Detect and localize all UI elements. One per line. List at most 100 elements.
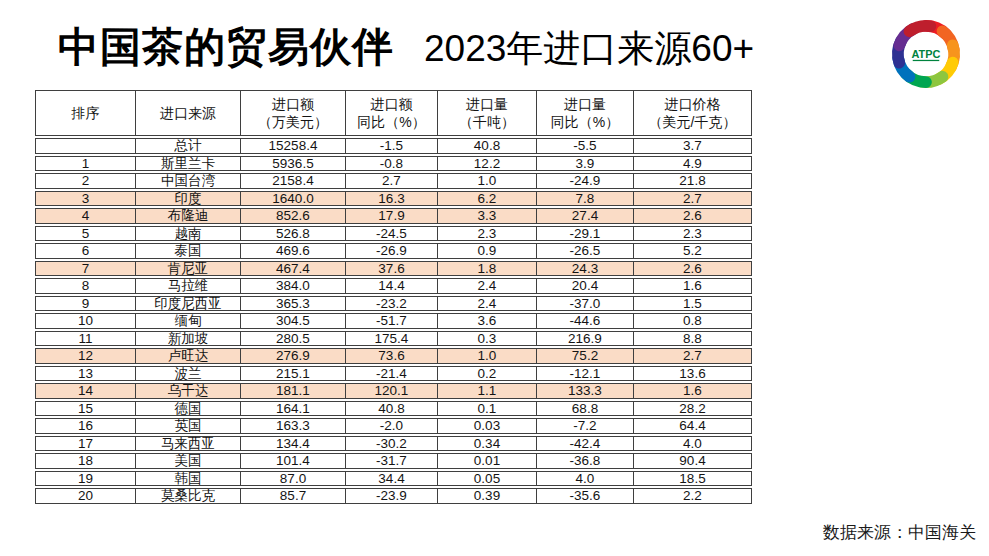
cell-value: 87.0 [240, 471, 345, 487]
table-row: 15德国164.140.80.168.828.2 [35, 401, 752, 417]
cell-price: 3.7 [633, 138, 752, 154]
cell-volume-yoy: -36.8 [536, 453, 633, 469]
cell-source: 马来西亚 [135, 436, 240, 452]
table-row: 8马拉维384.014.42.420.41.6 [35, 278, 752, 294]
cell-value-yoy: 2.7 [345, 173, 437, 189]
table-row: 18美国101.4-31.70.01-36.890.4 [35, 453, 752, 469]
cell-volume: 1.0 [437, 348, 536, 364]
cell-rank: 12 [35, 348, 135, 364]
cell-price: 90.4 [633, 453, 752, 469]
cell-value-yoy: -31.7 [345, 453, 437, 469]
table-row: 13波兰215.1-21.40.2-12.113.6 [35, 366, 752, 382]
cell-value: 163.3 [240, 418, 345, 434]
cell-volume: 0.3 [437, 331, 536, 347]
cell-value-yoy: 175.4 [345, 331, 437, 347]
data-source-note: 数据来源：中国海关 [823, 521, 976, 544]
cell-volume: 1.1 [437, 383, 536, 399]
table-row: 10缅甸304.5-51.73.6-44.60.8 [35, 313, 752, 329]
cell-volume-yoy: 7.8 [536, 191, 633, 207]
cell-rank: 17 [35, 436, 135, 452]
header-import-value: 进口额 （万美元） [240, 90, 345, 136]
cell-price: 2.3 [633, 226, 752, 242]
table-row: 7肯尼亚467.437.61.824.32.6 [35, 261, 752, 277]
cell-source: 马拉维 [135, 278, 240, 294]
cell-rank: 13 [35, 366, 135, 382]
cell-price: 1.6 [633, 278, 752, 294]
cell-rank: 2 [35, 173, 135, 189]
cell-source: 新加坡 [135, 331, 240, 347]
cell-value: 469.6 [240, 243, 345, 259]
atpc-logo-icon: ATPC [884, 15, 968, 93]
cell-volume: 0.1 [437, 401, 536, 417]
cell-value: 5936.5 [240, 156, 345, 172]
cell-rank: 9 [35, 296, 135, 312]
header-import-value-yoy: 进口额 同比（%） [345, 90, 437, 136]
cell-price: 21.8 [633, 173, 752, 189]
cell-volume: 1.0 [437, 173, 536, 189]
cell-source: 英国 [135, 418, 240, 434]
cell-rank: 18 [35, 453, 135, 469]
cell-value: 181.1 [240, 383, 345, 399]
table-row: 5越南526.8-24.52.3-29.12.3 [35, 226, 752, 242]
cell-volume-yoy: -7.2 [536, 418, 633, 434]
cell-volume-yoy: 20.4 [536, 278, 633, 294]
cell-value: 134.4 [240, 436, 345, 452]
cell-rank: 16 [35, 418, 135, 434]
logo-swirl-segment [909, 20, 930, 38]
cell-price: 13.6 [633, 366, 752, 382]
cell-volume: 0.39 [437, 488, 536, 504]
cell-value: 2158.4 [240, 173, 345, 189]
cell-value-yoy: 16.3 [345, 191, 437, 207]
cell-source: 中国台湾 [135, 173, 240, 189]
cell-price: 2.6 [633, 261, 752, 277]
table-row: 17马来西亚134.4-30.20.34-42.44.0 [35, 436, 752, 452]
cell-volume-yoy: 27.4 [536, 208, 633, 224]
cell-price: 4.9 [633, 156, 752, 172]
cell-price: 2.2 [633, 488, 752, 504]
cell-rank: 11 [35, 331, 135, 347]
cell-source: 波兰 [135, 366, 240, 382]
cell-value-yoy: -30.2 [345, 436, 437, 452]
cell-value-yoy: -2.0 [345, 418, 437, 434]
header-rank: 排序 [35, 90, 135, 136]
svg-text:ATPC: ATPC [912, 48, 941, 60]
cell-volume-yoy: -29.1 [536, 226, 633, 242]
cell-volume: 2.4 [437, 296, 536, 312]
cell-rank: 19 [35, 471, 135, 487]
cell-rank: 5 [35, 226, 135, 242]
table-row: 3印度1640.016.36.27.82.7 [35, 191, 752, 207]
cell-volume-yoy: 216.9 [536, 331, 633, 347]
cell-volume-yoy: 4.0 [536, 471, 633, 487]
cell-rank: 10 [35, 313, 135, 329]
cell-rank: 14 [35, 383, 135, 399]
cell-price: 8.8 [633, 331, 752, 347]
cell-value-yoy: 14.4 [345, 278, 437, 294]
cell-price: 2.6 [633, 208, 752, 224]
cell-volume-yoy: -35.6 [536, 488, 633, 504]
cell-value-yoy: 120.1 [345, 383, 437, 399]
cell-rank: 15 [35, 401, 135, 417]
cell-rank: 6 [35, 243, 135, 259]
tea-import-table: 排序 进口来源 进口额 （万美元） 进口额 同比（%） 进口量 （千吨） 进口量… [35, 88, 752, 506]
cell-volume-yoy: -24.9 [536, 173, 633, 189]
cell-volume-yoy: 75.2 [536, 348, 633, 364]
cell-volume: 2.4 [437, 278, 536, 294]
cell-volume: 1.8 [437, 261, 536, 277]
cell-rank [35, 138, 135, 154]
cell-price: 2.7 [633, 191, 752, 207]
cell-value-yoy: 40.8 [345, 401, 437, 417]
cell-price: 5.2 [633, 243, 752, 259]
page-title: 中国茶的贸易伙伴 [58, 20, 394, 75]
cell-value-yoy: -51.7 [345, 313, 437, 329]
table-row: 20莫桑比克85.7-23.90.39-35.62.2 [35, 488, 752, 504]
cell-value: 304.5 [240, 313, 345, 329]
cell-volume-yoy: 133.3 [536, 383, 633, 399]
header-import-price: 进口价格 （美元/千克） [633, 90, 752, 136]
table-row: 2中国台湾2158.42.71.0-24.921.8 [35, 173, 752, 189]
cell-volume-yoy: -44.6 [536, 313, 633, 329]
cell-volume-yoy: -5.5 [536, 138, 633, 154]
cell-source: 肯尼亚 [135, 261, 240, 277]
cell-value-yoy: -23.9 [345, 488, 437, 504]
table-row: 14乌干达181.1120.11.1133.31.6 [35, 383, 752, 399]
header-import-volume: 进口量 （千吨） [437, 90, 536, 136]
